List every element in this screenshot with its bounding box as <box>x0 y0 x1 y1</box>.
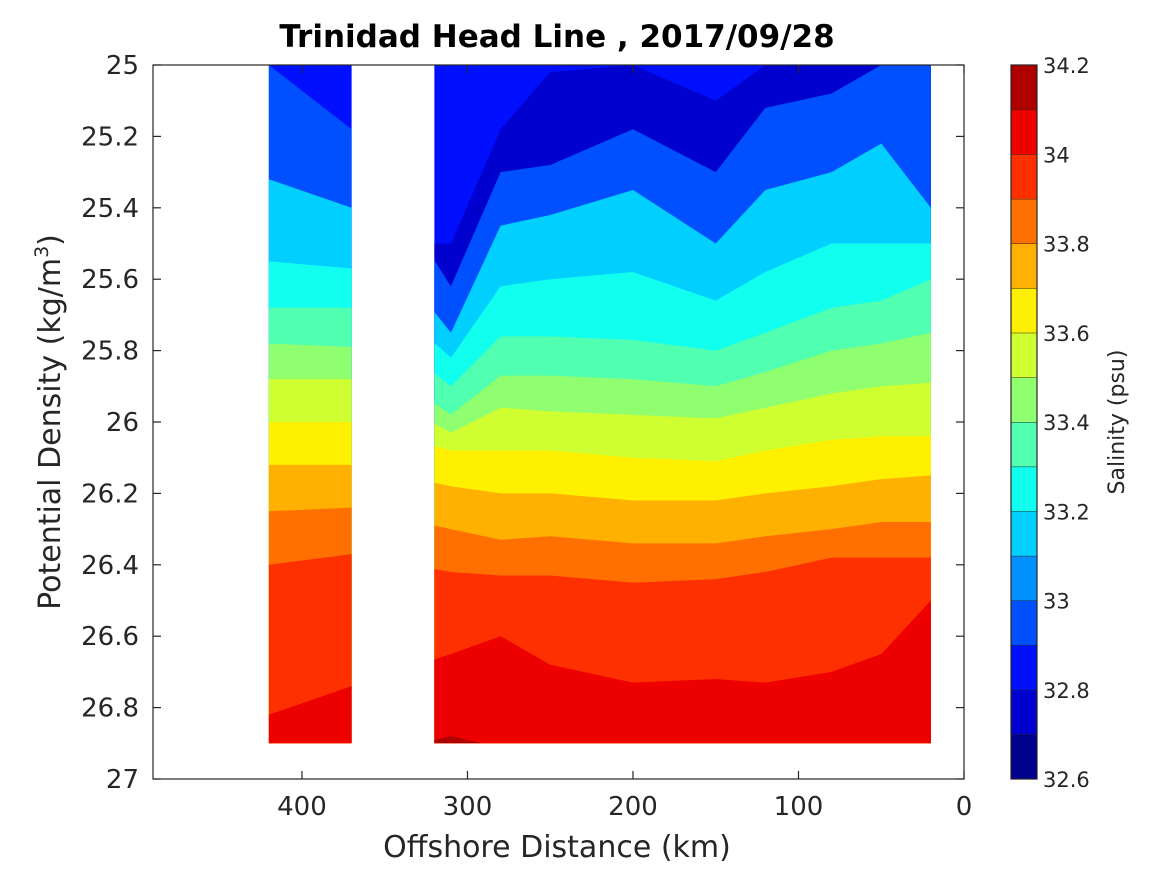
colorbar-segment <box>1011 734 1037 779</box>
x-axis: 400 300 200 100 0 <box>277 65 972 822</box>
y-axis-label-superscript: 3 <box>31 246 53 258</box>
y-tick-label: 26.6 <box>81 622 139 652</box>
colorbar-segment <box>1011 65 1037 110</box>
colorbar-segment <box>1011 689 1037 735</box>
y-tick-label: 25.4 <box>81 194 139 224</box>
x-tick-label: 100 <box>774 792 824 822</box>
colorbar-tick-label: 33.2 <box>1043 500 1090 524</box>
colorbar-tick-label: 32.6 <box>1043 768 1090 792</box>
colorbar-segment <box>1011 377 1037 422</box>
y-tick-label: 26.2 <box>81 479 139 509</box>
chart-title: Trinidad Head Line , 2017/09/28 <box>279 19 834 55</box>
colorbar-segment <box>1011 109 1037 155</box>
y-tick-label: 26.4 <box>81 551 139 581</box>
colorbar-segment <box>1011 600 1037 646</box>
y-axis-label: Potential Density (kg/m3) <box>31 234 68 610</box>
colorbar-frame <box>1010 64 1038 780</box>
y-tick-label: 26.8 <box>81 694 139 724</box>
y-tick-label: 25.8 <box>81 337 139 367</box>
x-tick-label: 400 <box>277 792 327 822</box>
colorbar-tick-label: 34.2 <box>1043 54 1090 78</box>
colorbar-segment <box>1011 243 1037 289</box>
colorbar-label: Salinity (psu) <box>1105 350 1130 495</box>
y-tick-label: 27 <box>106 765 139 795</box>
colorbar-segment <box>1011 466 1037 512</box>
colorbar-segment <box>1011 332 1037 378</box>
colorbar-tick-label: 33.6 <box>1043 322 1090 346</box>
colorbar-segment <box>1011 154 1037 199</box>
x-tick-label: 0 <box>956 792 973 822</box>
y-tick-label: 26 <box>106 408 139 438</box>
colorbar-tick-label: 33.4 <box>1043 411 1090 435</box>
y-axis-label-text: Potential Density (kg/m <box>33 258 68 610</box>
colorbar-segment <box>1011 422 1037 467</box>
colorbar-tick-label: 32.8 <box>1043 679 1090 703</box>
y-tick-label: 25.6 <box>81 265 139 295</box>
salinity-band-34-1 <box>420 736 481 744</box>
colorbar: 32.6 32.8 33 33.2 33.4 33.6 33.8 34 34.2 <box>1010 54 1090 792</box>
colorbar-segment <box>1011 198 1037 244</box>
y-tick-label: 25.2 <box>81 122 139 152</box>
y-tick-label: 25 <box>106 51 139 81</box>
y-axis: 25 25.2 25.4 25.6 25.8 26 26.2 26.4 26.6 26.8 27 <box>81 51 964 795</box>
salinity-contour-fill <box>268 65 931 744</box>
x-tick-label: 300 <box>443 792 493 822</box>
y-axis-label-close: ) <box>33 234 68 246</box>
colorbar-tick-label: 34 <box>1043 143 1070 167</box>
x-axis-label: Offshore Distance (km) <box>383 830 731 865</box>
plot-area <box>152 64 965 780</box>
colorbar-tick-label: 33.8 <box>1043 233 1090 257</box>
colorbar-segment <box>1011 511 1037 556</box>
x-tick-label: 200 <box>608 792 658 822</box>
colorbar-segment <box>1011 555 1037 601</box>
colorbar-tick-label: 33 <box>1043 590 1070 614</box>
colorbar-segment <box>1011 288 1037 333</box>
colorbar-segment <box>1011 645 1037 690</box>
